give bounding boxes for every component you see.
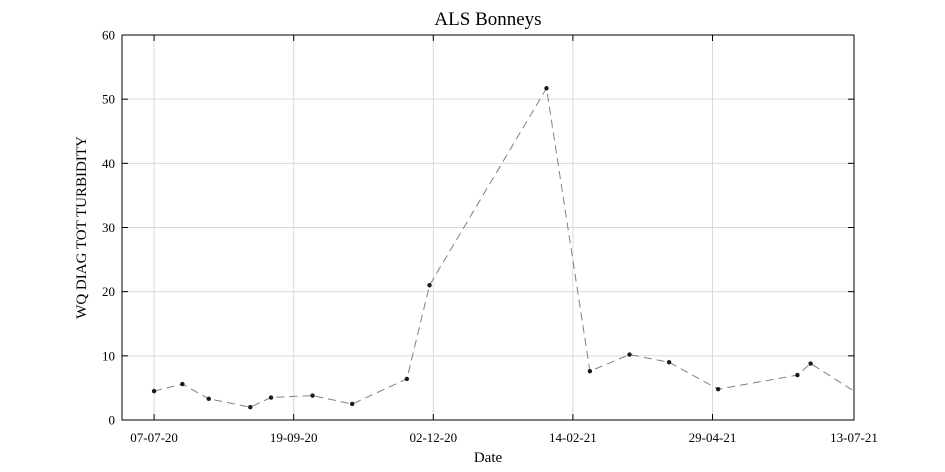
- data-point: [808, 361, 813, 366]
- y-tick-label: 0: [109, 413, 116, 428]
- x-tick-label: 02-12-20: [409, 430, 457, 445]
- series-layer: [151, 86, 855, 410]
- data-point: [587, 369, 593, 374]
- y-tick-label: 30: [102, 220, 115, 235]
- y-tick-label: 20: [102, 284, 115, 299]
- ticks: 0 10 20 30 40 50 60 07-07-20 19-09-20 02-12-20 14-…: [102, 28, 878, 446]
- y-axis-label: WQ DIAG TOT TURBIDITY: [74, 136, 90, 319]
- data-point: [427, 283, 432, 288]
- data-point: [544, 86, 549, 91]
- data-point: [795, 372, 800, 378]
- data-point: [268, 395, 274, 400]
- x-tick-label: 07-07-20: [130, 430, 178, 445]
- data-point: [404, 376, 410, 382]
- data-point: [310, 393, 315, 398]
- series-line: [153, 86, 855, 408]
- x-tick-label: 13-07-21: [830, 430, 878, 445]
- data-point: [206, 396, 211, 402]
- data-point: [349, 401, 355, 407]
- x-tick-label: 29-04-21: [689, 430, 737, 445]
- x-tick-label: 19-09-20: [270, 430, 318, 445]
- chart-title: ALS Bonneys: [434, 9, 541, 30]
- x-tick-label: 14-02-21: [549, 430, 597, 445]
- data-point: [248, 404, 253, 410]
- data-point: [627, 352, 632, 357]
- y-tick-label: 60: [102, 28, 115, 43]
- data-point: [715, 387, 721, 392]
- data-point: [666, 360, 672, 365]
- y-tick-label: 40: [102, 156, 115, 171]
- data-point: [151, 388, 157, 394]
- y-tick-label: 10: [102, 348, 115, 363]
- y-tick-label: 50: [102, 92, 115, 107]
- x-axis-label: Date: [474, 450, 503, 466]
- data-point: [180, 381, 185, 387]
- grid: [122, 35, 854, 420]
